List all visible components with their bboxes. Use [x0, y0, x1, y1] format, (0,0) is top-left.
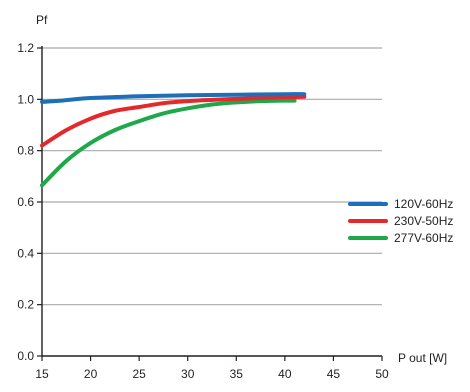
y-tick-label: 0.8	[17, 144, 34, 158]
legend: 120V-60Hz 230V-50Hz 277V-60Hz	[348, 197, 453, 245]
x-tick-label: 50	[375, 367, 389, 381]
x-tick-label: 45	[327, 367, 341, 381]
y-tick-label: 0.0	[17, 349, 34, 363]
y-tick-label: 1.2	[17, 41, 34, 55]
x-tick-label: 25	[132, 367, 146, 381]
legend-label: 277V-60Hz	[394, 231, 453, 245]
series-line-120v-60hz	[40, 92, 307, 104]
y-tick-label: 0.2	[17, 298, 34, 312]
y-axis-label: Pf	[36, 13, 48, 27]
x-tick-label: 20	[84, 367, 98, 381]
x-tick-label: 40	[278, 367, 292, 381]
y-tick-label: 0.4	[17, 246, 34, 260]
legend-label: 120V-60Hz	[394, 197, 453, 211]
x-tick-label: 35	[230, 367, 244, 381]
series-line-277v-60hz	[40, 98, 297, 188]
x-tick-label: 15	[35, 367, 49, 381]
series-layer	[40, 92, 307, 188]
x-axis-label: P out [W]	[398, 351, 447, 365]
legend-label: 230V-50Hz	[394, 214, 453, 228]
x-tick-label: 30	[181, 367, 195, 381]
y-tick-label: 0.6	[17, 195, 34, 209]
series-line-230v-50hz	[40, 94, 307, 148]
axis-layer: 0.0 0.2 0.4 0.6 0.8 1.0 1.2 15 20 25 30 35 40 45 50	[17, 41, 389, 381]
grid-layer	[42, 47, 382, 306]
y-tick-label: 1.0	[17, 92, 34, 106]
